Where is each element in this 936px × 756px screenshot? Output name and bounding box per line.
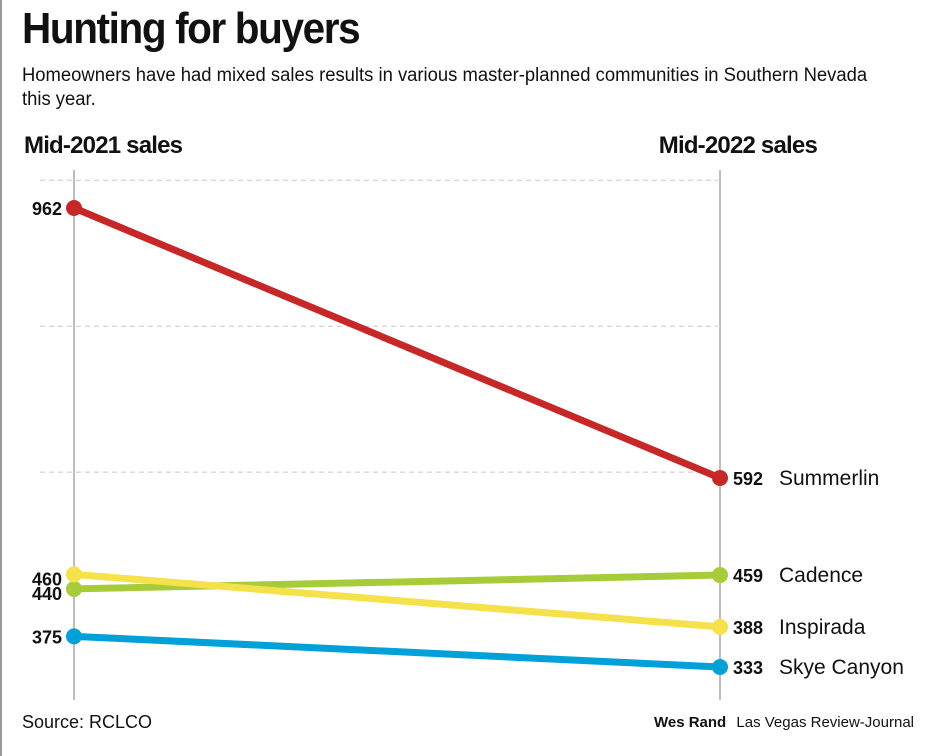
value-label-2022-summerlin: 592 (733, 469, 763, 489)
byline: Wes Rand (653, 714, 727, 731)
value-label-2021-summerlin: 962 (32, 199, 62, 219)
grid-layer (40, 179, 718, 473)
left-frame-rule (0, 0, 2, 756)
series-line-summerlin (70, 204, 724, 482)
value-label-2022-cadence: 459 (733, 566, 763, 586)
point-2021-skye-canyon (66, 628, 82, 645)
series-layer (66, 200, 728, 675)
value-label-2022-inspirada: 388 (733, 618, 763, 638)
series-name-summerlin: Summerlin (779, 467, 879, 490)
point-2022-skye-canyon (712, 659, 728, 675)
chart-subtitle: Homeowners have had mixed sales results … (22, 65, 868, 110)
credit-line: Wes Rand Las Vegas Review-Journal (654, 714, 914, 731)
point-2022-summerlin (712, 470, 728, 486)
point-2021-summerlin (66, 200, 82, 216)
point-2021-cadence (66, 580, 82, 597)
label-layer: 962 592 Summerlin 440 459 Cadence 460 388 Inspir… (32, 199, 904, 679)
axis-layer (73, 170, 721, 700)
value-label-2021-cadence: 440 (32, 584, 62, 604)
series-line-skye-canyon (70, 632, 724, 671)
source-note: Source: RCLCO (22, 712, 153, 732)
point-2022-cadence (712, 567, 728, 584)
column-header-2021: Mid-2021 sales (24, 132, 183, 159)
chart-title: Hunting for buyers (22, 4, 361, 53)
value-label-2022-skye-canyon: 333 (733, 658, 763, 678)
publication-name: Las Vegas Review-Journal (736, 714, 914, 731)
series-name-cadence: Cadence (779, 564, 863, 587)
series-name-inspirada: Inspirada (779, 616, 866, 639)
series-line-inspirada (70, 570, 724, 631)
point-2022-inspirada (712, 618, 728, 635)
value-label-2021-inspirada: 460 (32, 569, 62, 589)
column-header-2022: Mid-2022 sales (658, 132, 818, 159)
point-2021-inspirada (66, 566, 82, 583)
value-label-2021-skye-canyon: 375 (32, 627, 62, 647)
series-name-skye-canyon: Skye Canyon (779, 656, 904, 679)
series-line-cadence (70, 571, 724, 593)
